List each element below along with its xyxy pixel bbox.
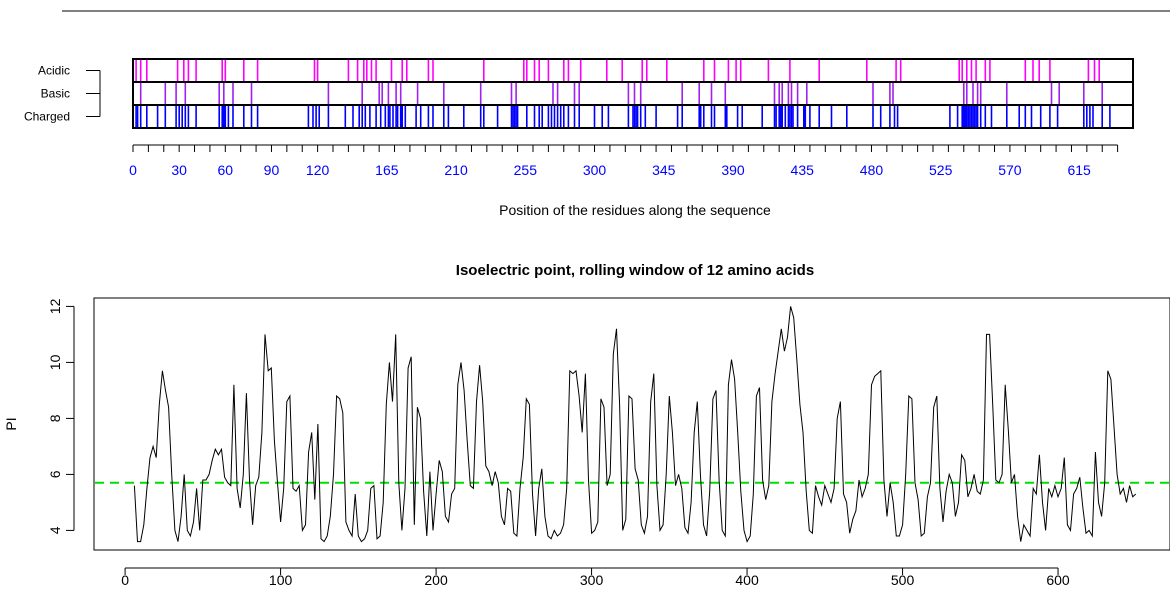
position-tick-label: 165 xyxy=(375,162,399,178)
residue-track-frame xyxy=(132,58,1134,129)
residue-axis-label: Position of the residues along the seque… xyxy=(499,202,771,218)
acidic-row-label: Acidic xyxy=(38,64,70,78)
residue-bars xyxy=(132,59,1111,128)
acidic-row-frame xyxy=(132,58,1134,83)
position-tick-label: 480 xyxy=(860,162,884,178)
y-tick-label: 12 xyxy=(47,298,63,314)
residue-track-panel: Acidic Basic Charged 0 30 60 90 120 165 210 255 30… xyxy=(24,58,1134,218)
charged-row-label: Charged xyxy=(24,110,70,124)
y-tick-label: 4 xyxy=(47,526,63,534)
position-tick-label: 300 xyxy=(583,162,607,178)
position-tick-label: 0 xyxy=(129,162,137,178)
x-tick-label: 300 xyxy=(580,572,604,588)
x-tick-label: 200 xyxy=(424,572,448,588)
pi-series-line xyxy=(133,306,1137,543)
y-tick-label: 6 xyxy=(47,470,63,478)
position-tick-label: 30 xyxy=(171,162,187,178)
x-tick-label: 500 xyxy=(891,572,915,588)
pi-line-chart: Isoelectric point, rolling window of 12 … xyxy=(3,262,1170,588)
x-tick-label: 0 xyxy=(121,572,129,588)
basic-row-label: Basic xyxy=(41,87,70,101)
position-tick-label: 90 xyxy=(264,162,280,178)
x-axis: 0 100 200 300 400 500 600 xyxy=(121,567,1070,588)
position-tick-label: 525 xyxy=(929,162,953,178)
basic-row-frame xyxy=(132,81,1134,106)
y-axis-label: PI xyxy=(3,417,19,430)
position-tick-label: 210 xyxy=(444,162,468,178)
position-tick-label: 570 xyxy=(998,162,1022,178)
position-tick-label: 390 xyxy=(721,162,745,178)
position-tick-label: 435 xyxy=(791,162,815,178)
x-tick-label: 600 xyxy=(1046,572,1070,588)
position-tick-label: 255 xyxy=(514,162,538,178)
residue-position-axis: 0 30 60 90 120 165 210 255 300 345 390 435 480 525 570… xyxy=(129,144,1119,178)
position-tick-label: 345 xyxy=(652,162,676,178)
y-axis: 4 6 8 10 12 xyxy=(47,298,75,534)
position-tick-label: 120 xyxy=(306,162,330,178)
position-tick-label: 60 xyxy=(218,162,234,178)
chart-title: Isoelectric point, rolling window of 12 … xyxy=(456,262,814,279)
residue-row-labels: Acidic Basic Charged xyxy=(24,64,101,124)
position-tick-label: 615 xyxy=(1067,162,1091,178)
y-tick-label: 10 xyxy=(47,354,63,370)
x-tick-label: 400 xyxy=(735,572,759,588)
plot-frame xyxy=(93,297,1170,551)
charged-row-frame xyxy=(132,104,1134,129)
y-tick-label: 8 xyxy=(47,414,63,422)
x-tick-label: 100 xyxy=(269,572,293,588)
